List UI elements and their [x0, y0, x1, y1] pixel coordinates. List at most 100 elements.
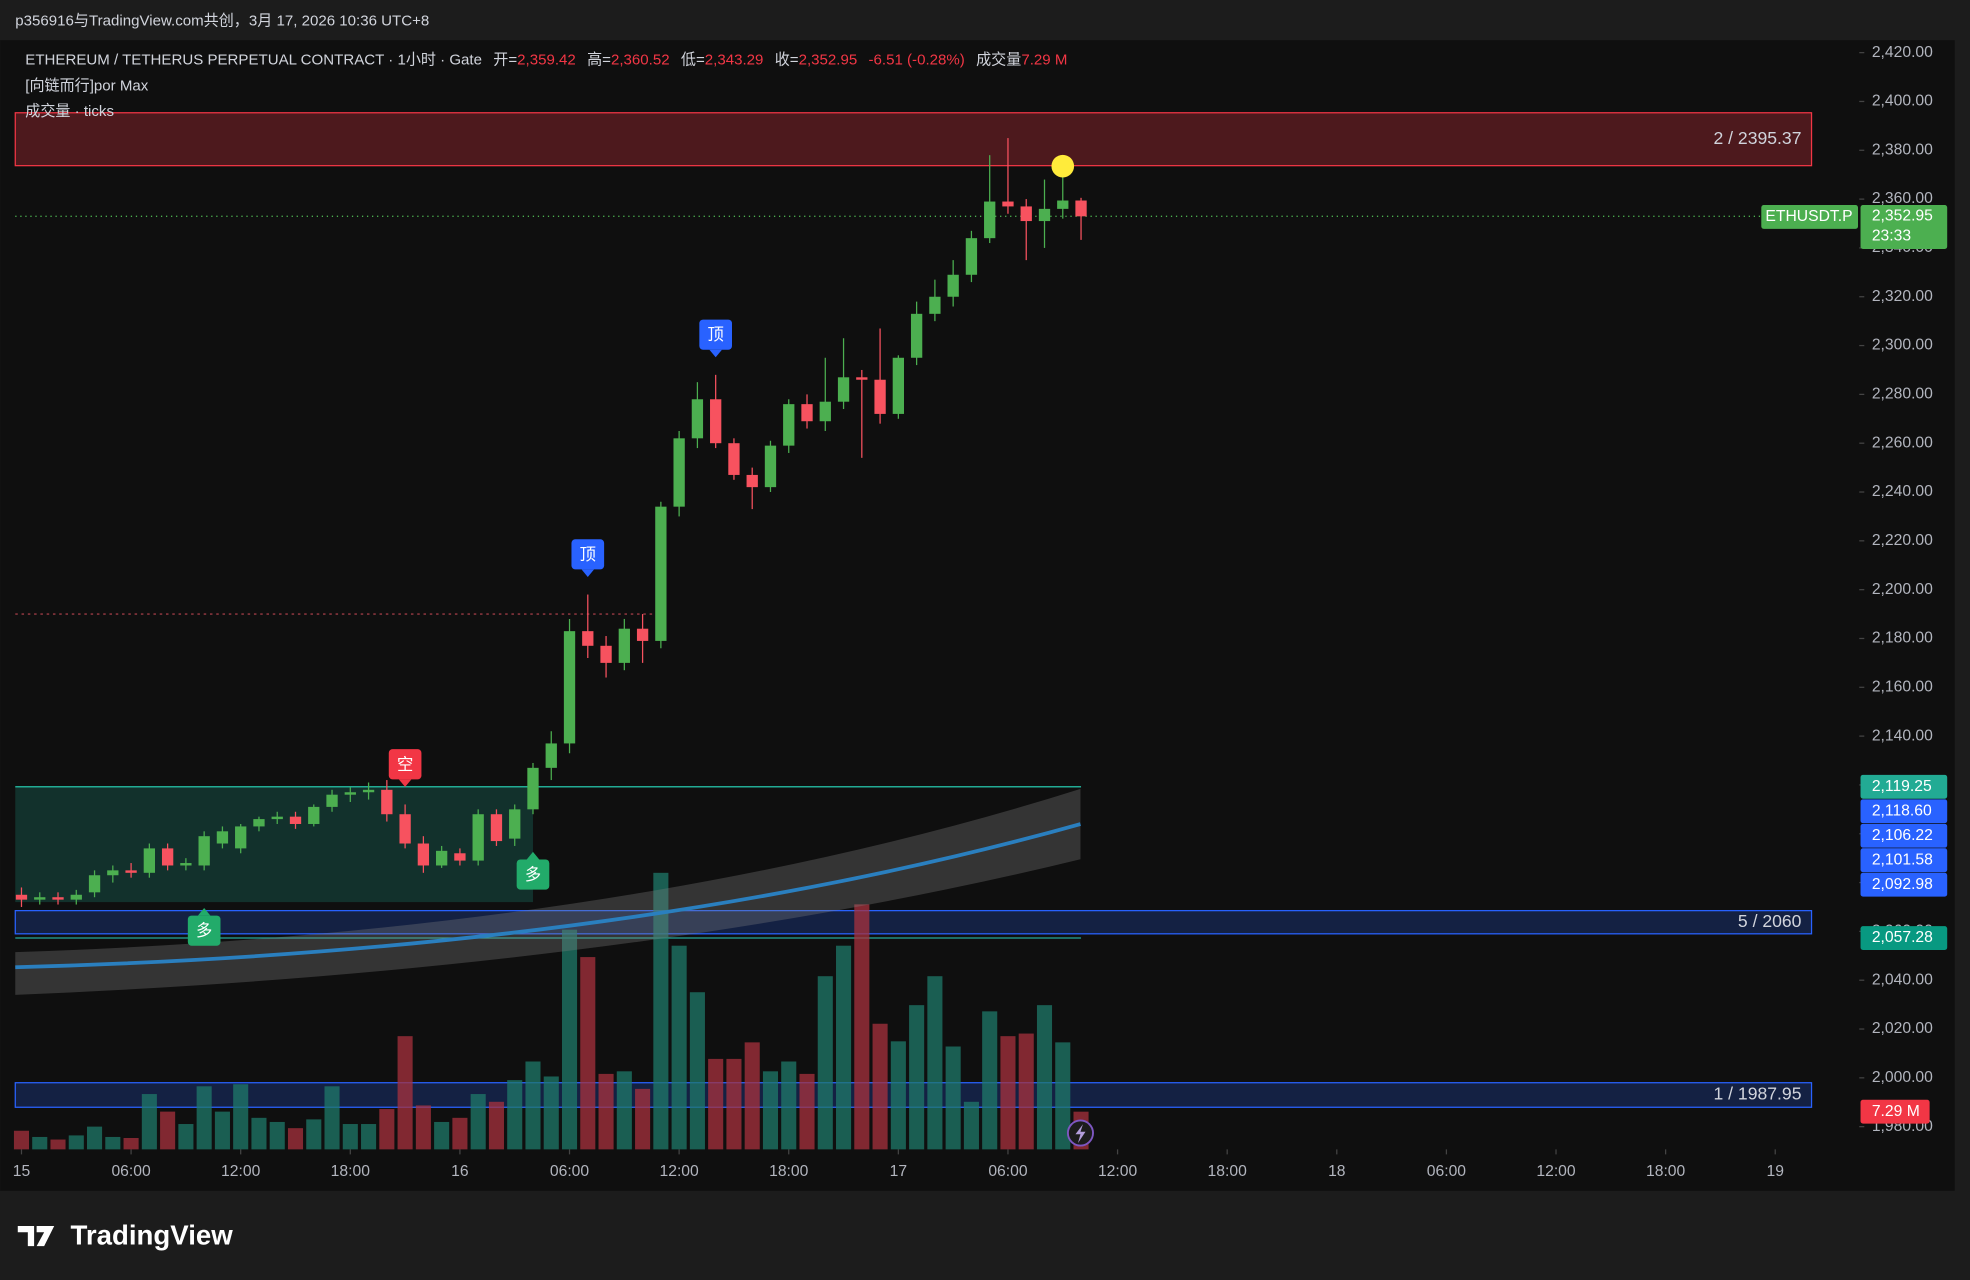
candle-body — [618, 628, 630, 663]
candle-body — [454, 853, 466, 861]
candle-body — [892, 357, 905, 414]
volume-bar — [214, 1111, 230, 1150]
volume-bar — [561, 929, 578, 1150]
legend-value: 2,343.29 — [705, 51, 764, 68]
candle-body — [381, 789, 393, 815]
candle-body — [837, 377, 850, 402]
symbol-label: ETHUSDT.P — [1765, 208, 1852, 225]
volume-bar — [1036, 1005, 1053, 1150]
candle-body — [947, 274, 959, 297]
candle-body — [710, 399, 722, 444]
x-tick-label: 06:00 — [1427, 1163, 1467, 1180]
price-tag — [1860, 823, 1948, 848]
price-tag — [1860, 848, 1948, 873]
volume-bar — [945, 1046, 961, 1150]
volume-bar — [141, 1094, 157, 1150]
candle-body — [636, 628, 649, 641]
candle-body — [929, 296, 941, 314]
volume-bar — [415, 1105, 431, 1150]
price-tag-label: 2,106.22 — [1872, 827, 1933, 844]
zone — [14, 112, 1813, 167]
candle-body — [70, 894, 82, 900]
legend-key: 成交量 — [976, 50, 1021, 68]
x-tick-label: 18:00 — [331, 1163, 371, 1180]
volume-bar — [105, 1136, 121, 1150]
volume-tag — [1860, 1099, 1930, 1124]
marker-dot — [1051, 154, 1075, 178]
y-tick-label: 2,300.00 — [1872, 337, 1933, 354]
signal-box — [516, 859, 550, 890]
y-tick-label: 2,180.00 — [1872, 630, 1933, 647]
y-tick-label: 2,260.00 — [1872, 434, 1933, 451]
legend-key: 低= — [681, 51, 705, 68]
candle-body — [764, 445, 777, 488]
volume-bar — [470, 1094, 486, 1150]
volume-bar — [32, 1136, 48, 1150]
candle-body — [783, 404, 795, 446]
x-tick-label: 15 — [13, 1163, 31, 1180]
volume-bar — [178, 1124, 194, 1150]
zone-label: 1 / 1987.95 — [1714, 1084, 1802, 1104]
candle-body — [655, 506, 667, 641]
range-box — [15, 786, 533, 903]
candle-body — [107, 870, 119, 876]
x-tick-label: 18:00 — [1646, 1163, 1686, 1180]
candle-body — [746, 474, 758, 488]
price-tag — [1860, 872, 1948, 897]
volume-bar — [13, 1130, 30, 1150]
y-tick-label: 2,140.00 — [1872, 727, 1933, 744]
volume-bar — [434, 1121, 450, 1150]
volume-bar — [287, 1128, 304, 1150]
price-tag — [1860, 926, 1948, 950]
volume-bar — [890, 1041, 906, 1150]
candle-body — [691, 399, 704, 439]
volume-bar — [452, 1117, 468, 1150]
price-tag-label: 2,101.58 — [1872, 851, 1933, 868]
volume-bar — [635, 1088, 651, 1150]
y-tick-label: 2,160.00 — [1872, 678, 1933, 695]
volume-bar — [781, 1061, 797, 1150]
candle-body — [326, 794, 338, 807]
y-tick-label: 2,420.00 — [1872, 44, 1933, 61]
volume-bar — [762, 1071, 779, 1150]
price-tag-label: 2,057.28 — [1872, 929, 1933, 946]
price-tag — [1860, 774, 1948, 799]
x-tick-label: 18:00 — [1208, 1163, 1248, 1180]
x-tick-label: 06:00 — [988, 1163, 1028, 1180]
candle-body — [490, 814, 503, 842]
candle-body — [582, 631, 594, 646]
indicator-label: [向链而行]por Max — [25, 78, 148, 95]
signal-pointer — [709, 349, 722, 358]
volume-bar — [616, 1071, 632, 1150]
volume-bar — [543, 1076, 559, 1150]
x-tick-label: 19 — [1767, 1163, 1784, 1180]
y-tick-label: 2,200.00 — [1872, 581, 1933, 598]
candle-body — [15, 894, 28, 900]
signal-label: 空 — [397, 756, 413, 774]
candle-body — [52, 897, 64, 900]
candle-body — [965, 238, 978, 275]
y-tick-label: 2,220.00 — [1872, 532, 1933, 549]
signal-label: 顶 — [580, 546, 596, 564]
x-tick-label: 12:00 — [660, 1163, 700, 1180]
candle-body — [198, 836, 210, 866]
indicator-label: 成交量 · ticks — [25, 102, 114, 120]
candle-body — [235, 826, 247, 849]
volume-bar — [324, 1086, 340, 1150]
candle-body — [143, 848, 156, 873]
volume-bar — [233, 1084, 249, 1150]
volume-bar — [160, 1111, 176, 1150]
volume-bar — [251, 1117, 267, 1150]
volume-bar — [799, 1073, 815, 1150]
volume-bar — [507, 1080, 523, 1150]
x-tick-label: 18:00 — [769, 1163, 809, 1180]
candle-body — [874, 379, 886, 414]
x-tick-label: 06:00 — [111, 1163, 151, 1180]
volume-bar — [744, 1042, 760, 1150]
alert-bolt — [1075, 1124, 1086, 1144]
candle-body — [910, 313, 923, 358]
legend-title: ETHEREUM / TETHERUS PERPETUAL CONTRACT ·… — [25, 51, 482, 68]
x-tick-label: 12:00 — [1098, 1163, 1138, 1180]
signal-pointer — [581, 569, 595, 577]
legend-value: 7.29 M — [1021, 51, 1067, 68]
